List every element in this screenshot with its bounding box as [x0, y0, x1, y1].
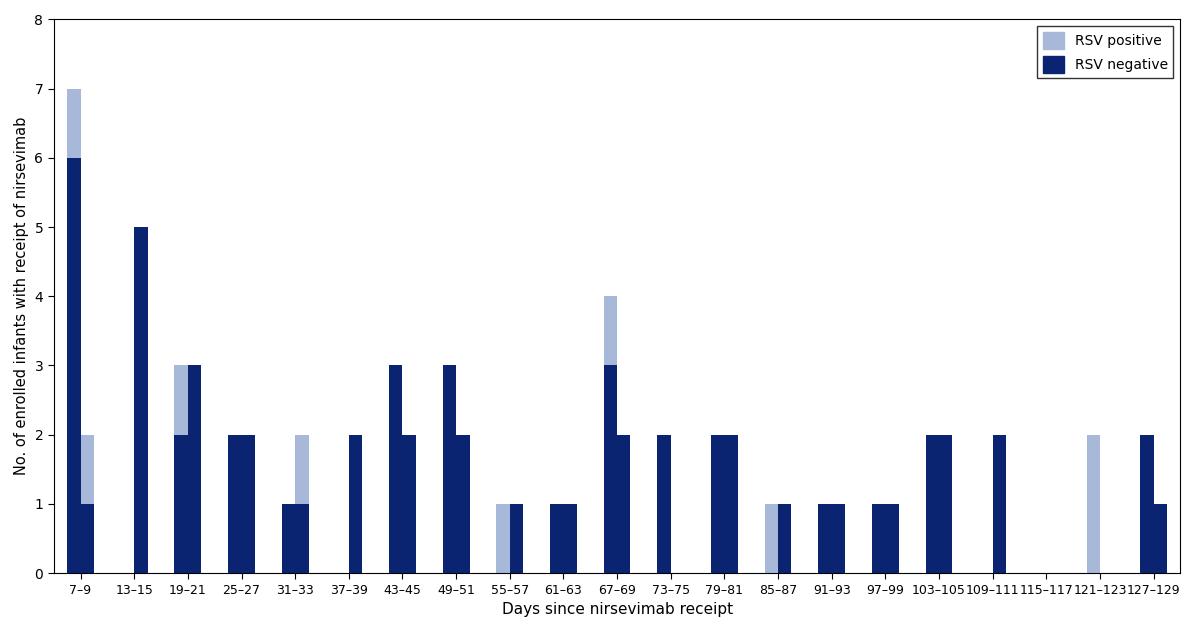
Bar [456, 435, 470, 573]
Bar [993, 435, 1006, 573]
Bar [1086, 435, 1099, 573]
Bar [80, 435, 94, 504]
Bar [617, 435, 631, 573]
Bar [388, 365, 403, 573]
Bar [564, 504, 577, 573]
Bar [174, 365, 188, 435]
Bar [67, 88, 80, 158]
Bar [550, 504, 564, 573]
Y-axis label: No. of enrolled infants with receipt of nirsevimab: No. of enrolled infants with receipt of … [14, 117, 29, 475]
Bar [832, 504, 845, 573]
Bar [939, 435, 952, 573]
Bar [765, 504, 778, 573]
Bar [67, 158, 80, 573]
Legend: RSV positive, RSV negative: RSV positive, RSV negative [1037, 27, 1174, 78]
Bar [496, 504, 510, 573]
Bar [1140, 435, 1153, 573]
Bar [228, 435, 241, 573]
Bar [134, 227, 147, 573]
Bar [885, 504, 899, 573]
Bar [174, 435, 188, 573]
Bar [603, 365, 617, 573]
Bar [1153, 504, 1167, 573]
Bar [872, 504, 885, 573]
Bar [724, 435, 737, 573]
Bar [926, 435, 939, 573]
Bar [295, 504, 308, 573]
Bar [711, 435, 724, 573]
Bar [349, 435, 362, 573]
Bar [403, 435, 416, 573]
Bar [510, 504, 523, 573]
Bar [241, 435, 255, 573]
X-axis label: Days since nirsevimab receipt: Days since nirsevimab receipt [501, 602, 733, 617]
Bar [80, 504, 94, 573]
Bar [295, 435, 308, 504]
Bar [442, 365, 456, 573]
Bar [282, 504, 295, 573]
Bar [603, 297, 617, 365]
Bar [818, 504, 832, 573]
Bar [778, 504, 791, 573]
Bar [188, 365, 201, 573]
Bar [657, 435, 670, 573]
